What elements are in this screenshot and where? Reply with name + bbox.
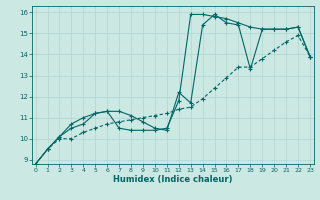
X-axis label: Humidex (Indice chaleur): Humidex (Indice chaleur) xyxy=(113,175,233,184)
